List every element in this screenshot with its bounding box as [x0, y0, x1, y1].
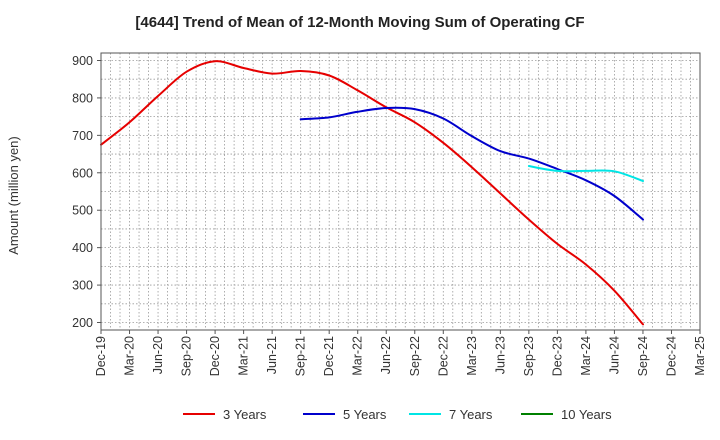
legend: 3 Years 5 Years 7 Years 10 Years: [183, 407, 612, 422]
y-tick-label: 700: [72, 129, 93, 143]
plot-area-frame: [100, 52, 701, 331]
x-tick-label: Mar-20: [123, 336, 137, 376]
x-tick-label: Sep-22: [408, 336, 422, 376]
x-tick-label: Jun-20: [151, 336, 165, 374]
grid-lines: [101, 53, 700, 330]
x-tick-label: Mar-25: [693, 336, 707, 376]
x-tick-label: Mar-22: [351, 336, 365, 376]
series-lines: [100, 60, 644, 326]
x-tick-label: Dec-21: [322, 336, 336, 376]
x-tick-label: Sep-24: [636, 336, 650, 376]
y-tick-label: 500: [72, 204, 93, 218]
y-tick-label: 200: [72, 316, 93, 330]
x-tick-label: Dec-19: [94, 336, 108, 376]
x-tick-label: Sep-20: [180, 336, 194, 376]
x-tick-label: Jun-23: [493, 336, 507, 374]
x-tick-label: Dec-24: [664, 336, 678, 376]
y-axis-label: Amount (million yen): [6, 136, 21, 255]
x-tick-label: Sep-21: [294, 336, 308, 376]
x-tick-label: Jun-24: [607, 336, 621, 374]
x-tick-label: Dec-20: [208, 336, 222, 376]
x-tick-label: Mar-24: [579, 336, 593, 376]
legend-label-7-years: 7 Years: [449, 407, 493, 422]
y-tick-label: 600: [72, 166, 93, 180]
x-tick-label: Jun-21: [265, 336, 279, 374]
series-line-5-years: [299, 106, 644, 221]
x-tick-label: Dec-23: [550, 336, 564, 376]
legend-label-3-years: 3 Years: [223, 407, 267, 422]
y-tick-label: 900: [72, 54, 93, 68]
legend-label-5-years: 5 Years: [343, 407, 387, 422]
x-tick-label: Mar-23: [465, 336, 479, 376]
chart-title: [4644] Trend of Mean of 12-Month Moving …: [135, 14, 585, 31]
y-tick-label: 800: [72, 91, 93, 105]
series-line-3-years: [100, 60, 644, 326]
series-line-7-years: [527, 165, 644, 182]
y-tick-label: 300: [72, 279, 93, 293]
x-tick-label: Jun-22: [379, 336, 393, 374]
x-axis: Dec-19 Mar-20 Jun-20 Sep-20 Dec-20 Mar-21 Jun-…: [94, 330, 707, 376]
y-axis: 200 300 400 500 600 700 800 900: [72, 54, 101, 330]
x-tick-label: Mar-21: [237, 336, 251, 376]
x-tick-label: Dec-22: [436, 336, 450, 376]
y-tick-label: 400: [72, 241, 93, 255]
legend-label-10-years: 10 Years: [561, 407, 612, 422]
x-tick-label: Sep-23: [522, 336, 536, 376]
